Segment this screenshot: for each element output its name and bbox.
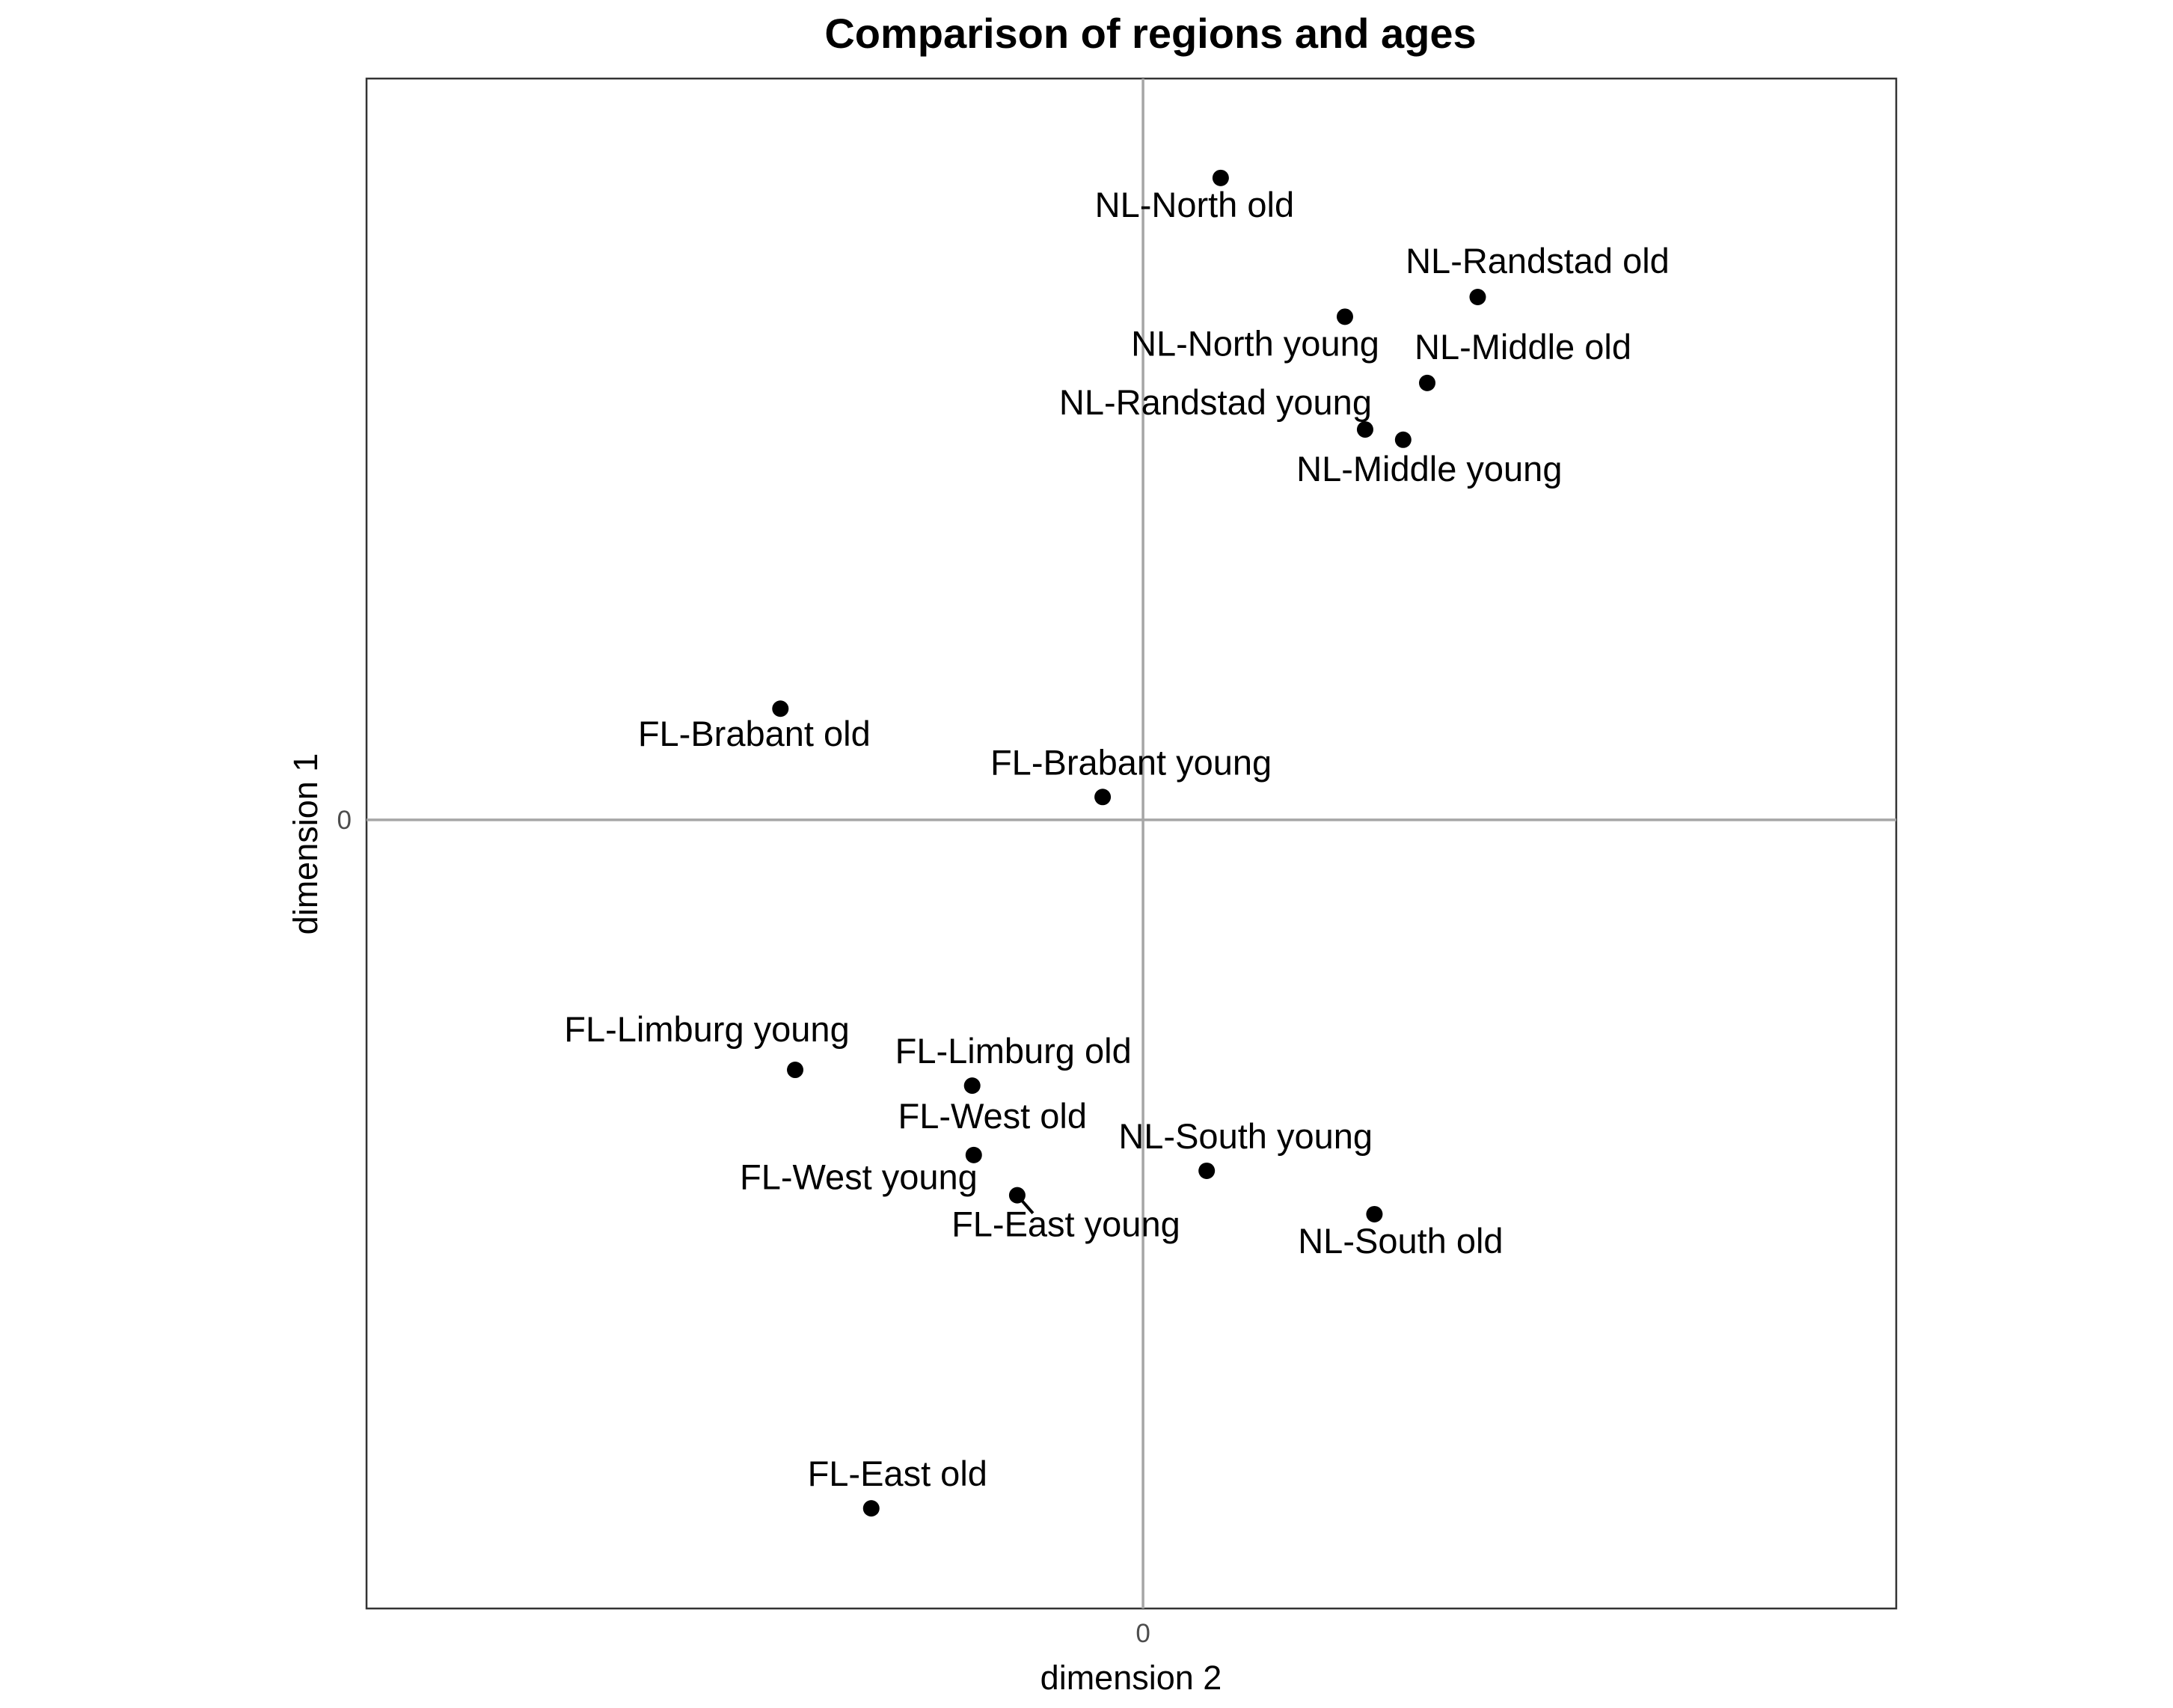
point-label: FL-East young bbox=[951, 1205, 1180, 1244]
point-label: FL-West young bbox=[740, 1157, 978, 1197]
data-point bbox=[862, 1500, 880, 1517]
data-point bbox=[1356, 421, 1373, 438]
data-point bbox=[1394, 431, 1412, 448]
point-label: NL-North young bbox=[1131, 323, 1379, 363]
x-tick-label: 0 bbox=[1135, 1619, 1150, 1648]
data-point bbox=[1366, 1205, 1383, 1222]
point-label: NL-Middle young bbox=[1296, 449, 1562, 489]
data-point bbox=[1198, 1162, 1216, 1179]
chart-title: Comparison of regions and ages bbox=[824, 10, 1476, 57]
data-point bbox=[1469, 288, 1486, 305]
point-label: FL-Brabant old bbox=[638, 714, 871, 753]
point-label: FL-Limburg young bbox=[564, 1009, 849, 1049]
y-axis-title: dimension 1 bbox=[286, 753, 325, 935]
plot-panel bbox=[365, 77, 1898, 1610]
data-point bbox=[965, 1146, 982, 1163]
data-point bbox=[1212, 169, 1229, 186]
point-label: FL-East old bbox=[808, 1454, 987, 1493]
point-label: NL-South young bbox=[1118, 1116, 1373, 1156]
point-label: NL-Randstad old bbox=[1406, 241, 1670, 281]
data-points: NL-North old NL-Randstad old NL-North youn… bbox=[564, 169, 1670, 1517]
data-point bbox=[1419, 374, 1436, 391]
point-label: NL-North old bbox=[1095, 185, 1294, 224]
data-point bbox=[1336, 308, 1353, 325]
data-point bbox=[772, 700, 789, 717]
data-point bbox=[1094, 789, 1112, 806]
data-point bbox=[1008, 1187, 1026, 1204]
data-point bbox=[963, 1077, 981, 1095]
y-tick-label: 0 bbox=[337, 806, 352, 835]
data-point bbox=[787, 1062, 804, 1079]
point-label: NL-Randstad young bbox=[1059, 382, 1372, 422]
point-label: FL-Limburg old bbox=[895, 1031, 1132, 1071]
point-label: FL-Brabant young bbox=[990, 742, 1272, 782]
x-axis-title: dimension 2 bbox=[1040, 1659, 1222, 1697]
point-label: FL-West old bbox=[898, 1096, 1088, 1136]
point-label: NL-Middle old bbox=[1415, 327, 1631, 367]
point-label: NL-South old bbox=[1298, 1221, 1503, 1261]
